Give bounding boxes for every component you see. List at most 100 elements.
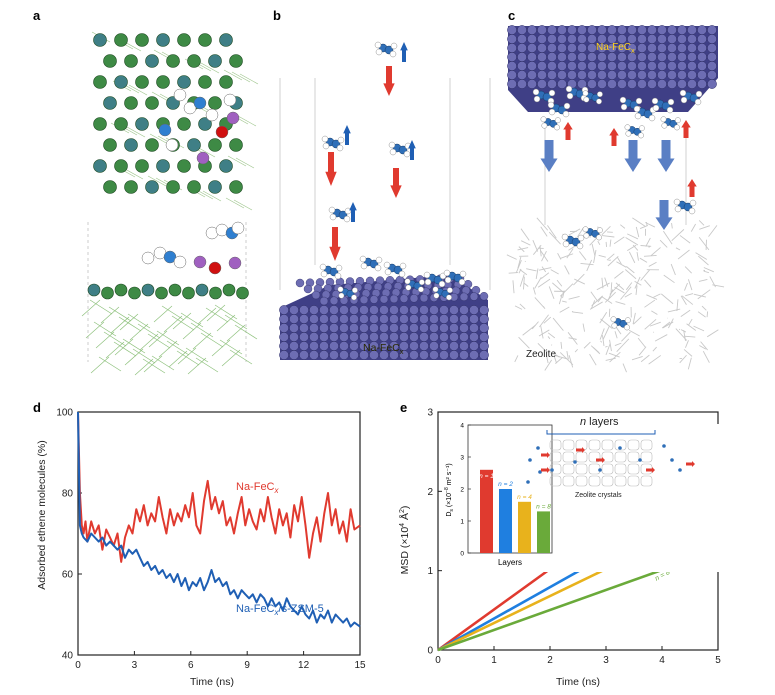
adsorption-arrow-icon bbox=[383, 66, 394, 96]
slab-atom bbox=[677, 34, 686, 43]
slab-atom bbox=[507, 34, 516, 43]
legend-na-fecx: Na-FeCx bbox=[236, 481, 280, 495]
lattice-bond bbox=[109, 307, 131, 321]
slab-atom bbox=[479, 341, 488, 350]
zeolite-bond bbox=[621, 332, 630, 341]
ethene-molecule bbox=[674, 199, 696, 214]
zeolite-bond bbox=[638, 338, 645, 347]
fe-atom bbox=[209, 181, 222, 194]
zeolite-bond bbox=[681, 310, 690, 317]
fe-atom bbox=[157, 34, 170, 47]
slab-atom bbox=[369, 332, 378, 341]
slab-atom bbox=[359, 314, 368, 323]
zeolite-bond bbox=[560, 307, 570, 312]
surface-atom bbox=[102, 287, 114, 299]
ethene-dot bbox=[573, 460, 577, 464]
zeolite-bond bbox=[532, 322, 538, 329]
desorption-arrow-icon bbox=[681, 120, 691, 138]
slab-atom bbox=[577, 25, 586, 34]
slab-atom bbox=[547, 79, 556, 88]
ethene-dot bbox=[598, 468, 602, 472]
lattice-bond bbox=[181, 313, 203, 327]
zeolite-bond bbox=[600, 319, 612, 329]
slab-atom bbox=[359, 323, 368, 332]
slab-atom bbox=[479, 323, 488, 332]
lattice-bond bbox=[133, 349, 155, 363]
slab-atom bbox=[469, 341, 478, 350]
slab-atom bbox=[339, 314, 348, 323]
slab-atom bbox=[399, 323, 408, 332]
ethene-molecules bbox=[533, 86, 702, 330]
slab-atom bbox=[557, 43, 566, 52]
zeolite-bond bbox=[678, 250, 689, 259]
lattice-bond bbox=[119, 317, 141, 331]
slab-atom bbox=[507, 52, 516, 61]
slab-atom bbox=[320, 297, 328, 305]
slab-atom bbox=[319, 323, 328, 332]
zeolite-bond bbox=[680, 355, 687, 363]
inset-bar-label: n = 1 bbox=[479, 473, 494, 480]
slab-atom bbox=[507, 79, 516, 88]
slab-atom bbox=[459, 314, 468, 323]
adsorbate-atom bbox=[194, 256, 206, 268]
slab-atom bbox=[527, 52, 536, 61]
slab-atom bbox=[279, 341, 288, 350]
slab-atom bbox=[547, 52, 556, 61]
zeolite-bond bbox=[614, 237, 624, 244]
zeolite-bond bbox=[707, 330, 718, 337]
slab-atom bbox=[637, 79, 646, 88]
zeolite-bond bbox=[684, 336, 695, 337]
lattice-bond bbox=[164, 316, 182, 332]
slab-atom bbox=[399, 305, 408, 314]
slab-atom bbox=[557, 34, 566, 43]
slab-atom bbox=[667, 43, 676, 52]
slab-atom bbox=[707, 52, 716, 61]
chart-e-xlabel: Time (ns) bbox=[556, 676, 600, 688]
lattice-bond bbox=[212, 340, 230, 356]
slab-atom bbox=[379, 305, 388, 314]
lattice-bond bbox=[217, 315, 235, 331]
zeolite-bond bbox=[553, 318, 563, 331]
zeolite-bond bbox=[629, 252, 634, 263]
slab-atom bbox=[409, 314, 418, 323]
slab-atom bbox=[657, 79, 666, 88]
slab-atom bbox=[587, 70, 596, 79]
slab-atom bbox=[479, 305, 488, 314]
zeolite-bond bbox=[560, 284, 573, 297]
zeolite-bond bbox=[515, 355, 518, 362]
adsorbate-atom bbox=[174, 256, 186, 268]
slab-atom bbox=[319, 314, 328, 323]
zeolite-bond bbox=[518, 248, 529, 250]
slab-atom bbox=[537, 43, 546, 52]
slab-atom bbox=[517, 43, 526, 52]
slab-atom bbox=[557, 79, 566, 88]
zeolite-bond bbox=[702, 306, 706, 310]
slab-atom bbox=[707, 34, 716, 43]
slab-atom bbox=[637, 52, 646, 61]
slab-atom bbox=[647, 79, 656, 88]
slab-atom bbox=[339, 305, 348, 314]
slab-atom bbox=[517, 52, 526, 61]
slab-atom bbox=[537, 25, 546, 34]
zeolite-bond bbox=[535, 297, 545, 308]
slab-atom bbox=[410, 294, 418, 302]
fe-atom bbox=[94, 34, 107, 47]
slab-atom bbox=[527, 61, 536, 70]
lattice-bond bbox=[154, 306, 172, 322]
slab-atom bbox=[429, 341, 438, 350]
slab-atom bbox=[379, 332, 388, 341]
lattice-bond bbox=[157, 331, 179, 345]
lattice-bond bbox=[198, 308, 216, 324]
x-tick-label: 5 bbox=[715, 655, 721, 666]
x-tick-label: 4 bbox=[659, 655, 665, 666]
chart-d-xlabel: Time (ns) bbox=[190, 676, 234, 688]
slab-atom bbox=[289, 305, 298, 314]
carbon-atom bbox=[125, 181, 138, 194]
slab-atom bbox=[429, 350, 438, 359]
zeolite-bond bbox=[539, 268, 551, 271]
zeolite-bond bbox=[632, 356, 643, 359]
slab-atom bbox=[279, 305, 288, 314]
zeolite-bond bbox=[627, 245, 636, 250]
fe-atom bbox=[220, 34, 233, 47]
zeolite-bond bbox=[625, 293, 632, 297]
